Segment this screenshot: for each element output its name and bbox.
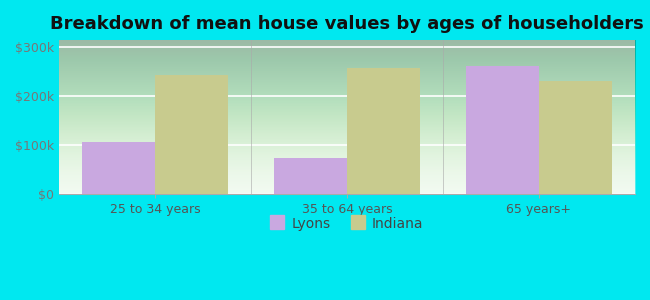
Bar xyxy=(466,65,539,194)
Title: Breakdown of mean house values by ages of householders: Breakdown of mean house values by ages o… xyxy=(50,15,644,33)
Bar xyxy=(539,81,612,194)
Bar xyxy=(155,75,228,194)
Bar xyxy=(347,68,420,194)
Legend: Lyons, Indiana: Lyons, Indiana xyxy=(265,211,429,236)
Bar xyxy=(274,158,347,194)
Bar xyxy=(82,142,155,194)
